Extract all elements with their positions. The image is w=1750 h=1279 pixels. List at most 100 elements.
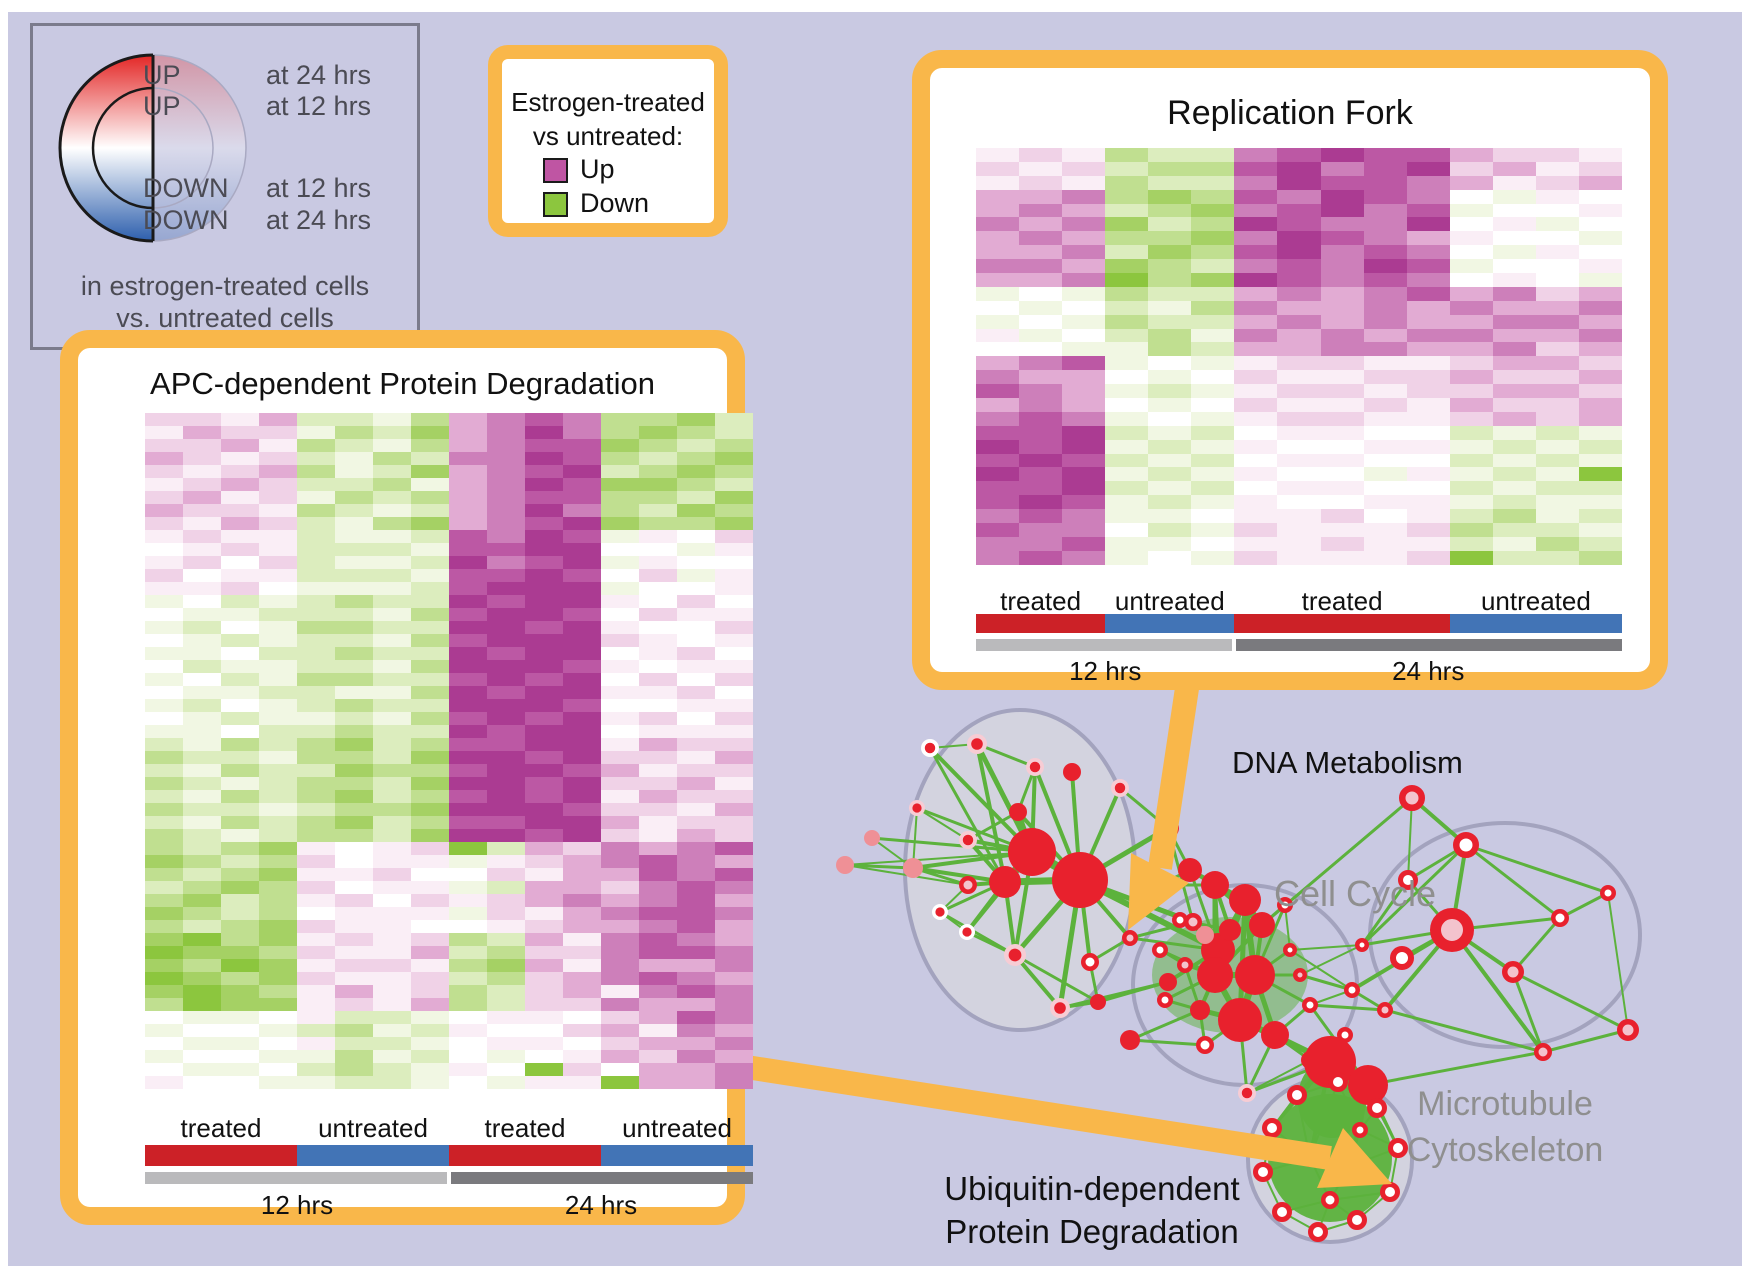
gene-node-ring	[1430, 908, 1474, 952]
gene-node-core	[962, 834, 974, 846]
gene-node-ring	[1398, 870, 1418, 890]
gene-node-ring	[1277, 897, 1293, 913]
gene-node-red	[1261, 1021, 1289, 1049]
network-edge	[1299, 944, 1363, 976]
replication-fork-heatmap-panel: Replication Fork treated untreated treated…	[912, 50, 1668, 690]
gene-node-ring	[1253, 1162, 1273, 1182]
untreated-condition-bar	[297, 1145, 449, 1166]
gene-node-core	[1029, 761, 1041, 773]
network-edge	[975, 743, 1007, 883]
gene-node-ring	[1551, 909, 1569, 927]
gene-node-ring	[1184, 913, 1202, 931]
callout-arrow-shaft	[738, 1054, 1332, 1170]
ring-gradient-icon	[58, 53, 247, 243]
gene-node-ring	[1196, 1036, 1214, 1054]
apc-heatmap-axis-annotations: treated untreated treated untreated 12 hrs 24…	[78, 348, 753, 1220]
gene-node-core	[1114, 782, 1126, 794]
gene-node-ring	[1122, 930, 1138, 946]
gene-node-core	[1054, 1002, 1066, 1014]
gene-node-ring	[1355, 938, 1369, 952]
gene-node-red	[1009, 803, 1027, 821]
key-up-24-time: at 24 hrs	[266, 60, 372, 90]
gene-node-core	[1008, 948, 1022, 962]
gene-node-ring	[1380, 1182, 1400, 1202]
key-down-24-time: at 24 hrs	[266, 205, 372, 235]
gene-node-ring	[959, 876, 977, 894]
gene-node-ring	[1617, 1019, 1639, 1041]
network-edge	[1450, 928, 1545, 1054]
cluster-label: DNA Metabolism	[1232, 745, 1463, 780]
24hrs-time-label: 24 hrs	[1392, 656, 1465, 686]
gene-node-red	[1348, 1065, 1388, 1105]
gene-node-red	[1008, 828, 1056, 876]
12hrs-time-label: 12 hrs	[1069, 656, 1142, 686]
gene-node-ring	[1453, 832, 1479, 858]
treated-condition-bar	[976, 614, 1106, 633]
gene-node-ring	[1388, 1138, 1408, 1158]
network-edge	[1299, 973, 1353, 992]
replication-fork-heatmap-grid	[976, 148, 1622, 565]
untreated-group-label: untreated	[318, 1113, 428, 1143]
network-edge	[1284, 797, 1413, 906]
gene-node-red	[1218, 998, 1262, 1042]
replication-fork-heatmap-axis-annotations: treated untreated treated untreated 12 hrs 24…	[930, 68, 1650, 686]
gene-node-red	[1190, 1000, 1210, 1020]
gene-node-ring	[1308, 1222, 1328, 1242]
gene-node-red	[1219, 919, 1241, 941]
key-down-12-time: at 12 hrs	[266, 173, 372, 203]
gene-node-pink	[836, 856, 854, 874]
gene-node-ring	[1367, 1098, 1387, 1118]
network-edge	[1465, 843, 1561, 920]
callout-arrow-head	[1128, 853, 1189, 930]
gene-node-core	[935, 907, 945, 917]
treated-condition-bar	[1234, 614, 1450, 633]
gene-node-red	[1178, 858, 1202, 882]
network-edge	[1511, 971, 1545, 1053]
gene-node-ring	[1321, 1191, 1339, 1209]
gene-node-ring	[1377, 1002, 1393, 1018]
callout-arrow-head	[1317, 1128, 1392, 1188]
gene-node-core	[912, 803, 922, 813]
gene-node-red	[1235, 955, 1275, 995]
gene-node-red	[1197, 957, 1233, 993]
gene-node-pink	[864, 830, 880, 846]
gene-node-ring	[1347, 1210, 1367, 1230]
network-edge	[1367, 1050, 1544, 1087]
key-caption-line2: vs. untreated cells	[116, 303, 334, 333]
network-edge	[1289, 949, 1353, 991]
gene-node-pink	[1196, 926, 1214, 944]
apc-heatmap-title: APC-dependent Protein Degradation	[150, 366, 655, 401]
gene-node-core	[1241, 1087, 1253, 1099]
gene-node-red	[1229, 884, 1261, 916]
updown-legend-title-line2: vs untreated:	[532, 121, 684, 151]
network-edge	[1289, 944, 1363, 951]
network-edge	[916, 807, 969, 841]
gene-node-ring	[1302, 997, 1318, 1013]
apc-heatmap-grid	[145, 413, 753, 1089]
treated-group-label: treated	[180, 1113, 262, 1143]
gene-node-ring	[1337, 1027, 1353, 1043]
up-label: Up	[580, 154, 615, 184]
network-edge	[844, 863, 914, 870]
gene-node-ring	[1172, 912, 1188, 928]
network-edge	[1511, 917, 1562, 973]
up-color-swatch	[543, 158, 568, 183]
network-edge	[928, 747, 1007, 883]
network-edge	[939, 910, 1016, 957]
gene-node-core	[971, 738, 983, 750]
apc-heatmap-panel: APC-dependent Protein Degradation treate…	[60, 330, 753, 1225]
gene-node-core	[924, 742, 936, 754]
gene-node-ring	[1262, 1118, 1282, 1138]
untreated-condition-bar	[601, 1145, 753, 1166]
treated-group-label: treated	[484, 1113, 566, 1143]
gene-node-ring	[1283, 943, 1297, 957]
key-up-12-time: at 12 hrs	[266, 91, 372, 121]
network-edge	[1013, 953, 1062, 1010]
key-caption-line1: in estrogen-treated cells	[80, 271, 370, 301]
network-edge	[928, 746, 1034, 854]
network-edge	[1559, 891, 1609, 920]
network-edge	[1097, 980, 1169, 1004]
network-edge	[976, 742, 1036, 769]
untreated-group-label: untreated	[1480, 586, 1591, 616]
